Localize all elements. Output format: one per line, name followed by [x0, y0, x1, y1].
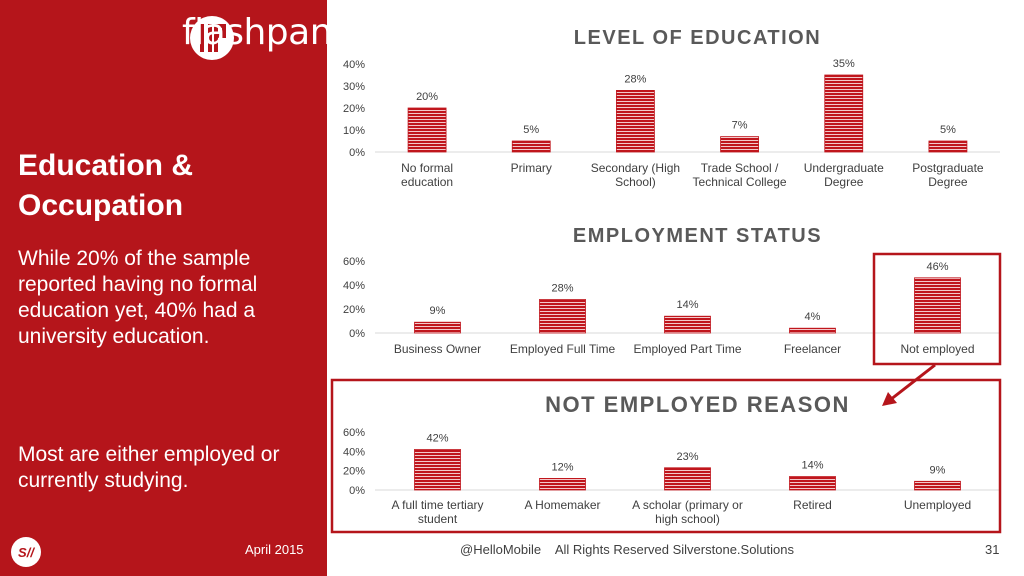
bar: [539, 477, 586, 491]
highlight-box-not-employed-reason: [330, 378, 1002, 534]
y-tick-label: 40%: [343, 59, 365, 71]
bar: [511, 140, 551, 153]
chart-2: EMPLOYMENT STATUS 0% 20% 40% 60% 9% Business O…: [343, 225, 1000, 356]
data-label: 28%: [624, 73, 646, 85]
y-tick-label: 60%: [343, 427, 365, 439]
summary-paragraph: Most are either employed or currently st…: [18, 443, 280, 492]
flashpanel-logo-icon: [190, 16, 234, 60]
chart-title: EMPLOYMENT STATUS: [573, 225, 822, 247]
y-tick-label: 30%: [343, 81, 365, 93]
summary-paragraph: While 20% of the sample reported having …: [18, 247, 258, 348]
slide-title-line: Occupation: [18, 189, 184, 222]
bar: [539, 298, 586, 334]
bar: [414, 321, 461, 334]
category-label: A Homemaker: [524, 498, 600, 512]
bar: [664, 467, 711, 491]
brand-name: flashpanel: [182, 12, 364, 53]
bar: [616, 90, 655, 153]
chart-title: NOT EMPLOYED REASON: [545, 392, 850, 417]
bar: [720, 136, 759, 153]
category-label: student: [418, 512, 458, 526]
category-label: Unemployed: [904, 498, 971, 512]
category-label: School): [615, 175, 656, 189]
category-label: education: [401, 175, 453, 189]
data-label: 28%: [551, 282, 573, 294]
chart-3: NOT EMPLOYED REASON 0% 20% 40% 60% 42% A full …: [343, 392, 1000, 526]
data-label: 46%: [926, 261, 948, 273]
slide-title-line: Education &: [18, 149, 194, 182]
footer-date: April 2015: [245, 542, 304, 557]
data-label: 20%: [416, 91, 438, 103]
category-label: Employed Full Time: [510, 342, 616, 356]
category-label: A full time tertiary: [391, 498, 483, 512]
slide-title: Education & Occupation: [18, 146, 318, 226]
category-label: Primary: [511, 161, 552, 175]
y-tick-label: 20%: [343, 466, 365, 478]
bar: [914, 480, 961, 491]
category-label: Trade School /: [701, 161, 779, 175]
sidebar: flashpanel Education & Occupation While …: [0, 0, 364, 576]
charts-layer: LEVEL OF EDUCATION 0% 10% 20% 30% 40% 20% No fo…: [343, 27, 1000, 526]
bar: [664, 315, 711, 334]
data-label: 23%: [676, 451, 698, 463]
bar: [414, 448, 461, 491]
data-label: 35%: [833, 58, 855, 70]
category-label: Not employed: [900, 342, 974, 356]
data-label: 42%: [426, 432, 448, 444]
silverstone-logo-icon: S//: [11, 537, 41, 567]
category-label: Technical College: [693, 175, 787, 189]
category-label: Secondary (High: [591, 161, 680, 175]
data-label: 5%: [940, 124, 956, 136]
data-label: 4%: [805, 311, 821, 323]
category-label: Employed Part Time: [633, 342, 741, 356]
category-label: Undergraduate: [804, 161, 884, 175]
category-label: Retired: [793, 498, 832, 512]
category-label: No formal: [401, 161, 453, 175]
category-label: Postgraduate: [912, 161, 984, 175]
y-tick-label: 0%: [349, 147, 365, 159]
y-tick-label: 20%: [343, 103, 365, 115]
y-tick-label: 40%: [343, 446, 365, 458]
chart-title: LEVEL OF EDUCATION: [574, 27, 821, 49]
category-label: Freelancer: [784, 342, 841, 356]
footer-logo-text: S//: [18, 545, 35, 560]
y-tick-label: 60%: [343, 256, 365, 268]
footer-credits: @HelloMobile All Rights Reserved Silvers…: [460, 542, 795, 557]
bar: [914, 277, 961, 334]
data-label: 9%: [930, 464, 946, 476]
category-label: Degree: [824, 175, 864, 189]
y-tick-label: 0%: [349, 328, 365, 340]
y-tick-label: 20%: [343, 304, 365, 316]
category-label: Degree: [928, 175, 968, 189]
data-label: 5%: [523, 124, 539, 136]
y-tick-label: 40%: [343, 280, 365, 292]
bar: [824, 74, 864, 153]
bar: [928, 140, 968, 153]
data-label: 14%: [676, 299, 698, 311]
bar: [789, 327, 836, 334]
page-number: 31: [985, 542, 1000, 557]
data-label: 9%: [430, 305, 446, 317]
arrow-icon: [882, 363, 936, 406]
category-label: Business Owner: [394, 342, 481, 356]
data-label: 12%: [551, 461, 573, 473]
category-label: high school): [655, 512, 720, 526]
category-label: A scholar (primary or: [632, 498, 743, 512]
data-label: 7%: [732, 120, 748, 132]
y-tick-label: 10%: [343, 125, 365, 137]
bar: [789, 476, 836, 491]
chart-1: LEVEL OF EDUCATION 0% 10% 20% 30% 40% 20% No fo…: [343, 27, 1000, 189]
y-tick-label: 0%: [349, 485, 365, 497]
data-label: 14%: [801, 459, 823, 471]
bar: [407, 107, 447, 153]
highlight-box-not-employed: [872, 252, 1002, 366]
